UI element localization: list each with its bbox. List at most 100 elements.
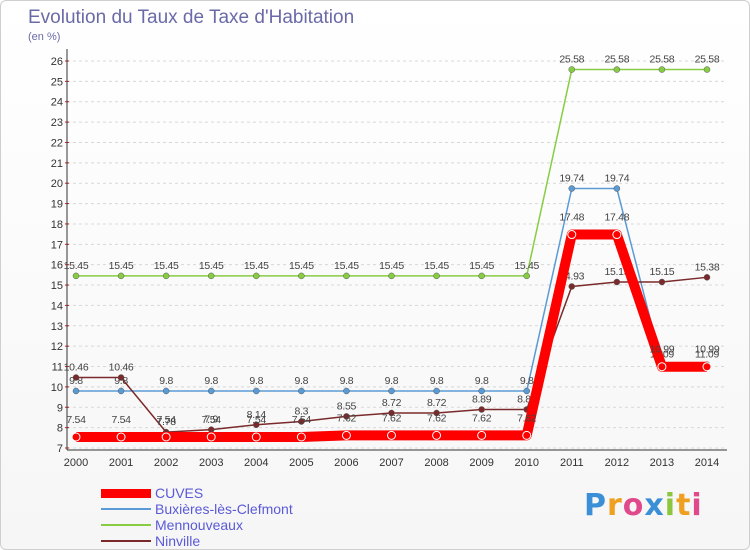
data-point [207, 426, 215, 433]
data-label: 15.45 [244, 260, 269, 272]
y-tick-label: 17 [51, 239, 63, 251]
chart-title: Evolution du Taux de Taxe d'Habitation [28, 7, 355, 28]
logo-letter: o [622, 488, 645, 523]
y-tick-label: 23 [51, 117, 63, 129]
y-tick-label: 26 [51, 56, 63, 68]
data-point [298, 272, 305, 280]
data-point [72, 374, 80, 381]
data-label: 9.8 [159, 375, 173, 387]
data-label: 10.46 [64, 362, 89, 374]
data-point [703, 66, 711, 73]
data-point [387, 430, 396, 440]
legend: CUVES Buxières-lès-Clefmont Mennouveaux Nin… [101, 485, 293, 549]
line-chart: 7 8 9 10 11 12 13 14 15 16 17 18 19 20 21 22 23 24 25 26 200… [51, 49, 727, 469]
data-point [162, 387, 170, 395]
data-point [433, 409, 440, 417]
x-tick-label: 2002 [154, 457, 178, 469]
x-tick-label: 2011 [560, 457, 584, 469]
x-tick-label: 2012 [605, 457, 629, 469]
data-point [567, 230, 577, 240]
data-label: 25.58 [650, 54, 675, 66]
proxiti-logo: Proxiti [584, 488, 703, 523]
data-label: 7.54 [292, 414, 312, 426]
y-tick-label: 20 [51, 178, 63, 190]
data-point [388, 409, 395, 417]
data-label: 10.46 [109, 362, 134, 374]
data-point [613, 66, 621, 73]
legend-label: Ninville [155, 533, 201, 549]
y-tick-label: 10 [51, 382, 63, 394]
data-label: 10.99 [695, 344, 720, 356]
data-label: 25.58 [604, 54, 629, 66]
data-label: 9.8 [475, 375, 489, 387]
y-tick-label: 7 [57, 443, 63, 455]
data-label: 19.74 [559, 173, 584, 185]
data-label: 9.8 [249, 375, 263, 387]
data-point [117, 374, 125, 381]
y-tick-label: 8 [57, 423, 63, 435]
x-tick-label: 2009 [469, 457, 493, 469]
data-point [253, 387, 260, 395]
data-point [341, 430, 351, 440]
y-tick-label: 9 [57, 402, 63, 414]
data-label: 9.8 [340, 375, 354, 387]
data-point [478, 406, 485, 413]
data-point [568, 283, 576, 290]
data-point [703, 274, 711, 281]
data-point [343, 272, 350, 280]
y-tick-label: 24 [51, 97, 63, 109]
data-label: 19.74 [604, 173, 629, 185]
data-point [702, 362, 712, 372]
x-tick-label: 2007 [379, 457, 403, 469]
data-label: 9.8 [520, 375, 534, 387]
x-tick-label: 2004 [244, 457, 268, 469]
data-label: 8.72 [382, 397, 402, 409]
data-point [433, 272, 440, 280]
data-point [522, 430, 532, 440]
data-point [116, 432, 126, 442]
y-tick-label: 25 [51, 76, 63, 88]
x-tick-label: 2013 [650, 457, 674, 469]
data-label: 15.45 [64, 260, 89, 272]
data-label: 7.62 [427, 412, 447, 424]
logo-letter: r [607, 488, 623, 523]
data-point [477, 430, 487, 440]
data-label: 25.58 [695, 54, 720, 66]
data-point [658, 278, 666, 286]
legend-item: Buxières-lès-Clefmont [101, 501, 293, 517]
data-label: 7.54 [202, 414, 222, 426]
data-label: 7.62 [472, 412, 492, 424]
x-tick-label: 2006 [334, 457, 358, 469]
legend-label: Mennouveaux [155, 517, 243, 533]
x-tick-label: 2000 [64, 457, 88, 469]
x-tick-label: 2008 [424, 457, 448, 469]
data-point [388, 272, 395, 280]
data-point [388, 387, 395, 395]
data-point [207, 387, 215, 395]
data-label: 8.3 [295, 406, 309, 418]
data-point [658, 66, 666, 73]
data-label: 15.45 [109, 260, 134, 272]
data-point [72, 272, 80, 280]
data-point [433, 387, 440, 395]
y-tick-label: 13 [51, 321, 63, 333]
data-label: 15.15 [650, 266, 675, 278]
data-label: 15.45 [469, 260, 494, 272]
y-axis-label: (en %) [28, 31, 61, 43]
legend-item: Mennouveaux [101, 517, 293, 533]
data-label: 7.54 [157, 414, 177, 426]
data-label: 15.45 [334, 260, 359, 272]
y-tick-label: 11 [52, 362, 63, 374]
data-point [251, 432, 261, 442]
data-point [568, 185, 576, 192]
data-point [253, 421, 260, 429]
data-point [523, 387, 530, 395]
data-label: 9.8 [204, 375, 218, 387]
data-point [296, 432, 306, 442]
data-point [343, 387, 350, 395]
y-tick-label: 22 [51, 137, 63, 149]
legend-item: CUVES [101, 485, 293, 501]
y-tick-label: 18 [51, 219, 63, 231]
data-label: 17.48 [604, 212, 629, 224]
